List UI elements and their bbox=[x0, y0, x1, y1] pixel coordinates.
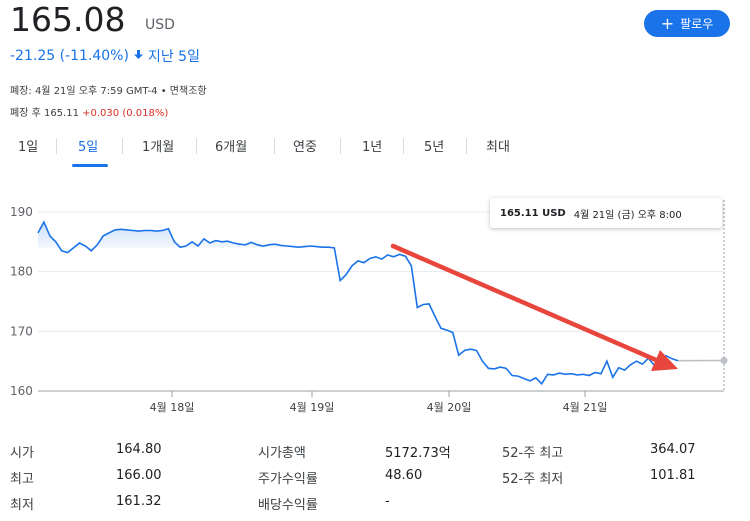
after-hours-change: +0.030 (0.018%) bbox=[82, 108, 169, 119]
follow-button[interactable]: + 팔로우 bbox=[644, 10, 730, 37]
after-hours-info: 폐장 후 165.11 +0.030 (0.018%) bbox=[10, 104, 168, 119]
hover-point bbox=[720, 357, 728, 364]
x-tick-label: 4월 18일 bbox=[150, 400, 195, 414]
tab-1m[interactable]: 1개월 bbox=[142, 140, 175, 155]
x-tick-label: 4월 19일 bbox=[290, 400, 335, 414]
tab-divider bbox=[56, 138, 57, 154]
chart-area-fill bbox=[38, 222, 335, 253]
x-tick-label: 4월 20일 bbox=[427, 400, 472, 414]
tab-divider bbox=[196, 138, 197, 154]
price-change: -21.25 (-11.40%) 지난 5일 bbox=[10, 46, 200, 66]
plus-icon: + bbox=[660, 13, 675, 33]
tooltip-time: 4월 21일 (금) 오후 8:00 bbox=[573, 209, 682, 221]
tab-divider bbox=[274, 138, 275, 154]
arrow-down-icon bbox=[133, 49, 144, 64]
tab-5d[interactable]: 5일 bbox=[78, 140, 99, 155]
tab-5y[interactable]: 5년 bbox=[424, 140, 445, 155]
tab-divider bbox=[466, 138, 467, 154]
chart-y-axis: 190 180 170 160 bbox=[10, 205, 33, 398]
after-hours-price: 폐장 후 165.11 bbox=[10, 108, 79, 119]
close-info: 폐장: 4월 21일 오후 7:59 GMT-4 • 면책조항 bbox=[10, 86, 207, 97]
active-tab-indicator bbox=[72, 164, 108, 167]
range-tabs: 1일 5일 1개월 6개월 연중 1년 5년 최대 bbox=[0, 130, 520, 167]
chart-x-axis: 4월 18일 4월 19일 4월 20일 4월 21일 bbox=[150, 391, 608, 414]
chart-price-line bbox=[37, 220, 679, 386]
y-tick-label: 160 bbox=[10, 384, 33, 398]
price-chart[interactable]: 190 180 170 160 4월 18일 4월 19일 4월 20일 4월 21일 bbox=[0, 190, 750, 420]
x-tick-label: 4월 21일 bbox=[563, 400, 608, 414]
quote-price: 165.08 bbox=[10, 0, 126, 39]
y-tick-label: 180 bbox=[10, 265, 33, 279]
change-value: -21.25 (-11.40%) bbox=[10, 48, 129, 64]
follow-label: 팔로우 bbox=[680, 17, 714, 31]
chart-tooltip: 165.11 USD 4월 21일 (금) 오후 8:00 bbox=[490, 198, 722, 228]
y-tick-label: 190 bbox=[10, 205, 33, 219]
tab-divider bbox=[403, 138, 404, 154]
tab-max[interactable]: 최대 bbox=[486, 140, 510, 155]
y-tick-label: 170 bbox=[10, 324, 33, 338]
tooltip-price: 165.11 USD bbox=[500, 207, 566, 219]
trend-arrow bbox=[390, 243, 678, 371]
tab-6m[interactable]: 6개월 bbox=[215, 140, 248, 155]
tab-1y[interactable]: 1년 bbox=[362, 140, 383, 155]
tab-divider bbox=[122, 138, 123, 154]
tab-divider bbox=[340, 138, 341, 154]
change-period: 지난 5일 bbox=[147, 49, 200, 65]
quote-currency: USD bbox=[145, 17, 175, 33]
tab-ytd[interactable]: 연중 bbox=[293, 140, 317, 155]
tab-1d[interactable]: 1일 bbox=[18, 140, 39, 155]
